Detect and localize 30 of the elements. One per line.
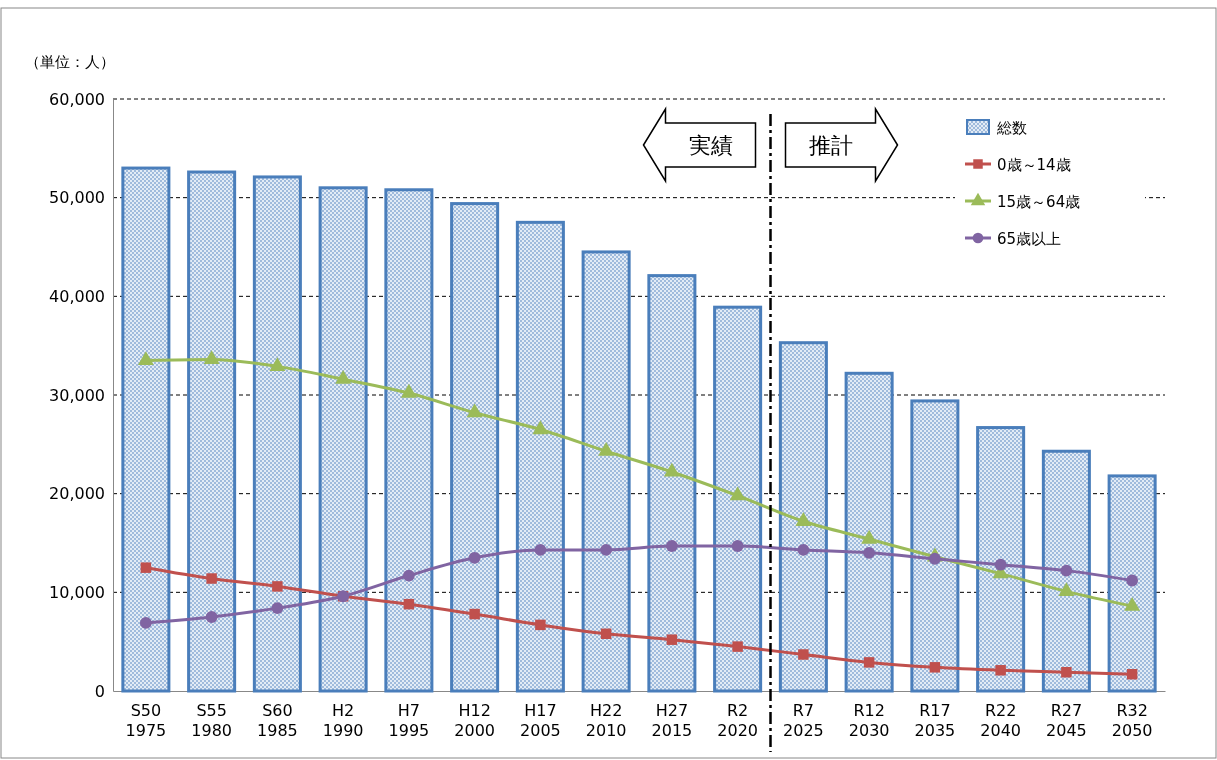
y-tick-label: 50,000 xyxy=(49,188,105,208)
x-tick-label: H27 2015 xyxy=(651,701,693,741)
y-tick-label: 10,000 xyxy=(49,582,105,602)
legend-label: 0歳～14歳 xyxy=(997,156,1071,174)
x-tick-label: R17 2035 xyxy=(914,701,956,741)
x-tick-label: S50 1975 xyxy=(125,701,167,741)
annotation: 推計 xyxy=(808,133,853,158)
x-tick-label: R27 2045 xyxy=(1046,701,1087,741)
y-tick-label: 30,000 xyxy=(49,385,105,405)
annotation: 実績 xyxy=(688,133,733,158)
y-tick-label: 60,000 xyxy=(49,89,105,109)
x-tick-label: H7 1995 xyxy=(388,701,430,741)
legend-label: 15歳～64歳 xyxy=(997,193,1081,211)
x-tick-label: H22 2010 xyxy=(585,701,627,741)
x-tick-label: H17 2005 xyxy=(520,701,561,741)
x-tick-label: H2 1990 xyxy=(322,701,364,741)
x-tick-label: S55 1980 xyxy=(191,701,232,741)
x-tick-label: R7 2025 xyxy=(783,701,824,741)
text: （単位：人） xyxy=(25,53,115,71)
y-tick-label: 40,000 xyxy=(49,286,105,306)
x-tick-label: R22 2040 xyxy=(980,701,1021,741)
y-tick-label: 0 xyxy=(94,681,105,701)
x-tick-label: R12 2030 xyxy=(848,701,890,741)
x-tick-label: H12 2000 xyxy=(454,701,495,741)
x-tick-label: R32 2050 xyxy=(1111,701,1153,741)
legend-label: 総数 xyxy=(996,119,1027,137)
x-tick-label: R2 2020 xyxy=(717,701,758,741)
legend-label: 65歳以上 xyxy=(997,230,1062,248)
y-tick-label: 20,000 xyxy=(49,484,105,504)
x-tick-label: S60 1985 xyxy=(257,701,298,741)
